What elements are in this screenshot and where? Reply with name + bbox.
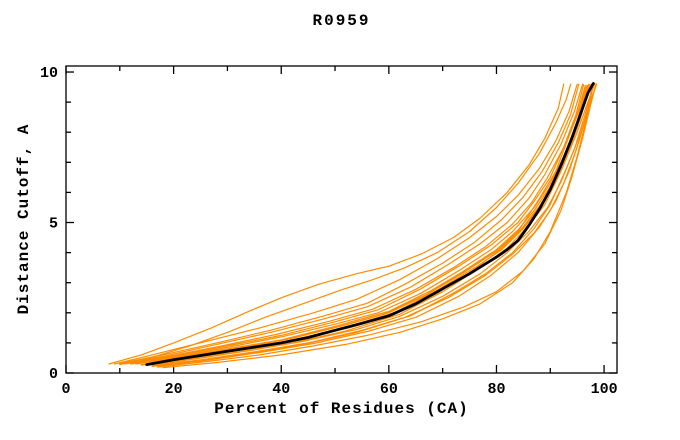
plot-frame: [65, 65, 618, 374]
curve-05: [119, 83, 584, 365]
y-tick-label: 5: [49, 216, 58, 233]
curve-07: [108, 83, 565, 365]
chart-title: R0959: [312, 12, 371, 30]
x-tick-label: 60: [380, 381, 398, 398]
curve-reference: [145, 82, 595, 367]
curve-16: [124, 84, 585, 365]
curve-18: [119, 83, 580, 364]
x-tick-label: 80: [487, 381, 505, 398]
x-tick-label: 20: [165, 381, 183, 398]
y-tick-label: 10: [40, 65, 58, 82]
curve-10: [162, 83, 594, 369]
curve-08: [119, 83, 572, 366]
x-tick-label: 0: [61, 381, 70, 398]
y-tick-label: 0: [49, 366, 58, 383]
curve-14: [135, 86, 586, 364]
curve-17: [146, 82, 594, 366]
x-tick-label: 100: [591, 381, 618, 398]
curve-06: [113, 83, 578, 365]
curve-13: [151, 83, 594, 367]
x-axis-label: Percent of Residues (CA): [214, 400, 469, 418]
curve-19: [156, 83, 598, 367]
x-tick-label: 40: [272, 381, 290, 398]
